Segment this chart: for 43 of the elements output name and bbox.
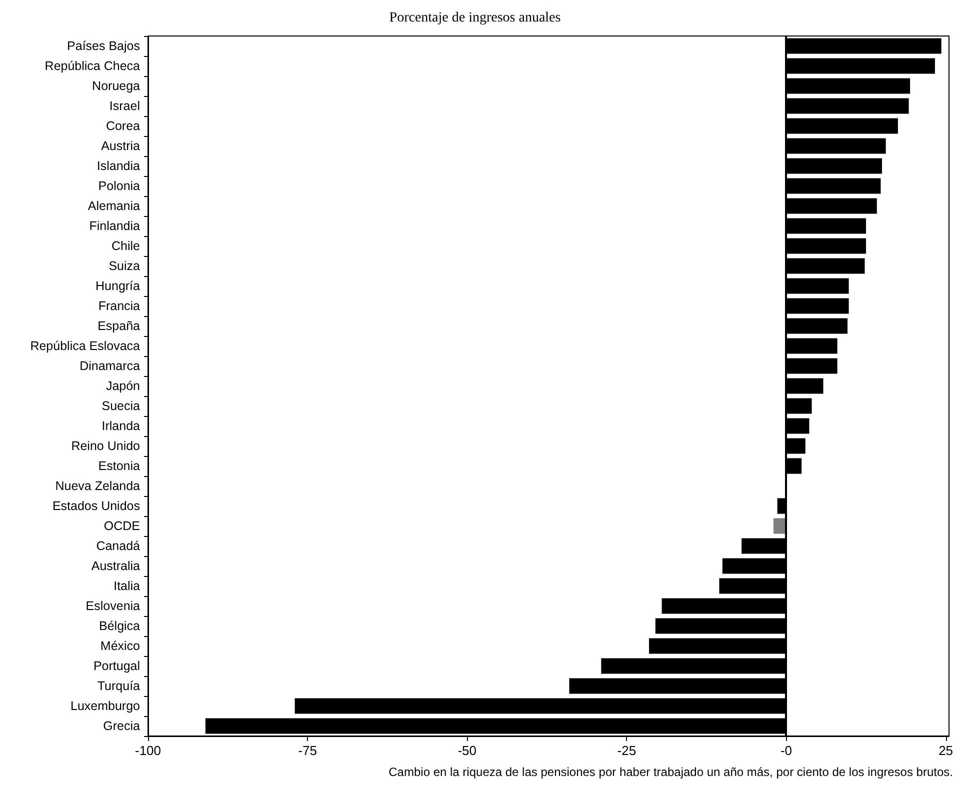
y-tick-label: República Checa (44, 59, 140, 73)
y-tick-label: Reino Unido (71, 439, 140, 453)
y-tick-label: Bélgica (99, 619, 140, 633)
chart-title: Porcentaje de ingresos anuales (389, 10, 561, 26)
y-tick-label: Alemania (88, 199, 140, 213)
y-tick-label: Estonia (98, 459, 140, 473)
y-tick-label: Australia (91, 559, 140, 573)
y-tick-label: Suiza (108, 259, 140, 273)
y-tick-label: Finlandia (89, 219, 140, 233)
y-tick-label: Hungría (96, 279, 140, 293)
y-tick-label: Austria (101, 139, 140, 153)
y-tick-label: México (100, 639, 140, 653)
x-axis-title: Cambio en la riqueza de las pensiones por haber trabajado un año más, por ciento de los ingresos brutos. (388, 765, 953, 779)
y-tick-label: Corea (106, 119, 140, 133)
x-tick-label: -75 (298, 743, 317, 758)
y-tick-label: Canadá (96, 539, 140, 553)
y-tick-label: Islandia (96, 159, 140, 173)
y-tick-label: España (98, 319, 140, 333)
y-tick-label: Japón (106, 379, 140, 393)
y-tick-label: Irlanda (102, 419, 140, 433)
y-tick-label: Polonia (98, 179, 140, 193)
y-tick-label: Estados Unidos (52, 499, 140, 513)
y-tick-label: Francia (98, 299, 140, 313)
y-tick-label: Portugal (93, 659, 140, 673)
x-tick-label: -100 (134, 743, 162, 758)
y-tick-label: Grecia (103, 719, 140, 733)
y-tick-label: Chile (112, 239, 140, 253)
y-tick-label: Luxemburgo (70, 699, 140, 713)
y-tick-label: Noruega (92, 79, 140, 93)
y-tick-label: Dinamarca (80, 359, 140, 373)
x-tick-label: -25 (617, 743, 636, 758)
x-tick-label: 25 (938, 743, 954, 758)
y-tick-label: Eslovenia (86, 599, 140, 613)
y-tick-label: Nueva Zelanda (55, 479, 140, 493)
y-tick-label: República Eslovaca (30, 339, 140, 353)
y-tick-label: Turquía (97, 679, 140, 693)
y-tick-label: Italia (114, 579, 140, 593)
y-tick-label: OCDE (104, 519, 140, 533)
y-tick-label: Israel (109, 99, 140, 113)
x-tick-label: -0 (780, 743, 792, 758)
y-tick-label: Países Bajos (67, 39, 140, 53)
y-tick-label: Suecia (102, 399, 140, 413)
x-tick-label: -50 (458, 743, 477, 758)
